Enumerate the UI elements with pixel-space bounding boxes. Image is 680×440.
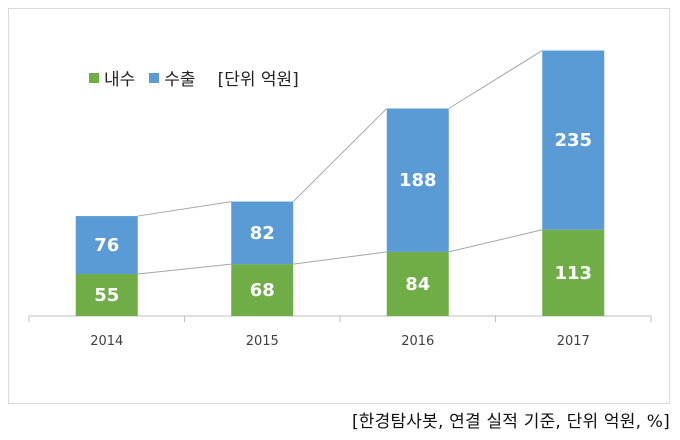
legend-label-export: 수출 bbox=[164, 70, 196, 90]
data-label-export-2015: 82 bbox=[250, 223, 275, 244]
series-line-domestic bbox=[448, 229, 543, 253]
legend-swatch-export bbox=[149, 72, 160, 83]
legend-item-domestic: 내수 bbox=[89, 65, 135, 90]
bar-export-2016 bbox=[386, 108, 449, 252]
data-label-export-2017: 235 bbox=[554, 130, 592, 151]
bar-domestic-2017 bbox=[542, 229, 605, 316]
series-line-domestic bbox=[137, 263, 232, 275]
x-tick-label-2016: 2016 bbox=[401, 334, 434, 349]
data-label-export-2014: 76 bbox=[94, 235, 119, 256]
data-label-domestic-2014: 55 bbox=[94, 285, 119, 306]
data-label-domestic-2015: 68 bbox=[250, 280, 275, 301]
unit-note: [단위 억원] bbox=[217, 70, 299, 90]
chart-plot: 55 76 2014 68 82 2015 84 188 2016 113 235 2017 bbox=[28, 50, 652, 349]
bar-export-2014 bbox=[75, 216, 138, 275]
legend: 내수 수출 [단위 억원] bbox=[89, 65, 299, 90]
legend-label-domestic: 내수 bbox=[104, 70, 136, 90]
chart-frame: 55 76 2014 68 82 2015 84 188 2016 113 235 2017 내수 수… bbox=[8, 8, 670, 404]
data-label-export-2016: 188 bbox=[399, 170, 437, 191]
series-line-export bbox=[137, 201, 232, 217]
bar-domestic-2015 bbox=[231, 264, 294, 316]
data-label-domestic-2017: 113 bbox=[554, 263, 592, 284]
bar-domestic-2016 bbox=[386, 251, 449, 316]
source-note: [한경탐사봇, 연결 실적 기준, 단위 억원, %] bbox=[351, 412, 670, 432]
legend-swatch-domestic bbox=[89, 72, 99, 83]
series-line-export bbox=[448, 50, 543, 109]
x-tick-label-2017: 2017 bbox=[557, 334, 590, 349]
bar-export-2015 bbox=[231, 201, 294, 265]
series-line-export bbox=[292, 108, 388, 202]
x-tick-label-2014: 2014 bbox=[90, 334, 123, 349]
legend-item-export: 수출 bbox=[149, 65, 196, 90]
bar-export-2017 bbox=[542, 50, 605, 230]
bar-domestic-2014 bbox=[75, 274, 138, 316]
data-label-domestic-2016: 84 bbox=[405, 274, 430, 295]
x-tick-label-2015: 2015 bbox=[246, 334, 279, 349]
series-line-domestic bbox=[293, 251, 387, 265]
